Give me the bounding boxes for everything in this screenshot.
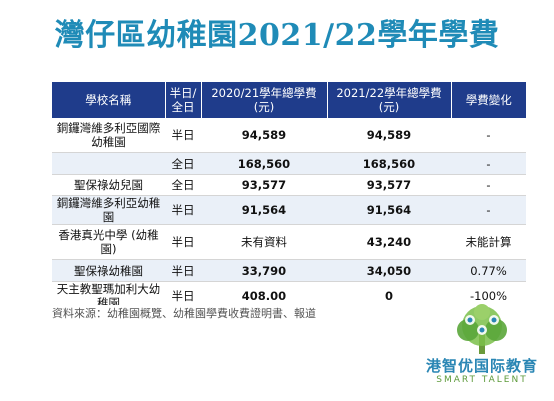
school-name xyxy=(52,152,165,175)
school-name: 銅鑼灣維多利亞幼稚園 xyxy=(52,195,165,225)
fee-2021: 94,589 xyxy=(201,118,327,153)
fee-2021: 91,564 xyxy=(201,195,327,225)
fee-2122: 34,050 xyxy=(327,259,451,282)
session-type: 半日 xyxy=(165,224,201,260)
table-row: 聖保祿幼稚園 半日 33,790 34,050 0.77% xyxy=(52,259,526,282)
fee-table-container: 學校名稱 半日/全日 2020/21學年總學費(元) 2021/22學年總學費(… xyxy=(52,82,526,307)
session-type: 半日 xyxy=(165,281,201,307)
logo-chinese-text: 港智优国际教育 xyxy=(425,357,538,375)
header-fee-2122: 2021/22學年總學費(元) xyxy=(327,82,452,118)
smart-talent-logo: 港智优国际教育 SMART TALENT xyxy=(420,300,544,395)
fee-table: 學校名稱 半日/全日 2020/21學年總學費(元) 2021/22學年總學費(… xyxy=(52,82,526,307)
fee-change: - xyxy=(451,118,526,153)
fee-2122: 91,564 xyxy=(327,195,451,225)
table-row: 聖保祿幼兒園 全日 93,577 93,577 - xyxy=(52,174,526,196)
table-header-row: 學校名稱 半日/全日 2020/21學年總學費(元) 2021/22學年總學費(… xyxy=(52,82,526,118)
fee-2122: 43,240 xyxy=(327,224,451,260)
fee-2122: 94,589 xyxy=(327,118,451,153)
fee-2021: 33,790 xyxy=(201,259,327,282)
table-row: 香港真光中學 (幼稚園) 半日 未有資料 43,240 未能計算 xyxy=(52,224,526,260)
session-type: 半日 xyxy=(165,259,201,282)
school-name: 聖保祿幼稚園 xyxy=(52,259,165,282)
school-name: 銅鑼灣維多利亞國際幼稚園 xyxy=(52,118,165,153)
header-session: 半日/全日 xyxy=(165,82,202,118)
tree-logo-icon xyxy=(457,304,507,354)
fee-change: - xyxy=(451,152,526,175)
fee-change: - xyxy=(451,195,526,225)
fee-2021: 未有資料 xyxy=(201,224,327,260)
fee-change: 未能計算 xyxy=(451,224,526,260)
school-name: 香港真光中學 (幼稚園) xyxy=(52,224,165,260)
table-row: 銅鑼灣維多利亞國際幼稚園 半日 94,589 94,589 - xyxy=(52,118,526,153)
school-name: 天主教聖瑪加利大幼稚園 xyxy=(52,281,165,307)
fee-change: 0.77% xyxy=(451,259,526,282)
header-school: 學校名稱 xyxy=(52,82,166,118)
header-fee-2021: 2020/21學年總學費(元) xyxy=(201,82,328,118)
logo-english-text: SMART TALENT xyxy=(436,375,528,385)
session-type: 半日 xyxy=(165,195,201,225)
page-title: 灣仔區幼稚園2021/22學年學費 xyxy=(54,18,500,53)
fee-2021: 93,577 xyxy=(201,174,327,196)
fee-2122: 168,560 xyxy=(327,152,451,175)
fee-change: -100% xyxy=(451,281,526,307)
fee-2122: 0 xyxy=(327,281,451,307)
header-change: 學費變化 xyxy=(451,82,526,118)
fee-2122: 93,577 xyxy=(327,174,451,196)
fee-2021: 408.00 xyxy=(201,281,327,307)
source-note: 資料來源：幼稚園概覽、幼稚園學費收費證明書、報道 xyxy=(52,305,316,321)
fee-2021: 168,560 xyxy=(201,152,327,175)
session-type: 半日 xyxy=(165,118,201,153)
session-type: 全日 xyxy=(165,174,201,196)
table-row: 銅鑼灣維多利亞幼稚園 半日 91,564 91,564 - xyxy=(52,195,526,225)
table-row: 全日 168,560 168,560 - xyxy=(52,152,526,175)
school-name: 聖保祿幼兒園 xyxy=(52,174,165,196)
table-row: 天主教聖瑪加利大幼稚園 半日 408.00 0 -100% xyxy=(52,281,526,307)
session-type: 全日 xyxy=(165,152,201,175)
fee-change: - xyxy=(451,174,526,196)
